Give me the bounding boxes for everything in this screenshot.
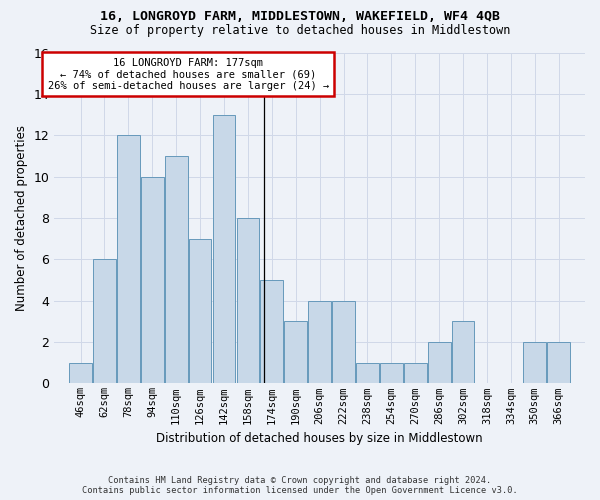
Bar [523, 342, 546, 384]
Bar [380, 362, 403, 384]
Y-axis label: Number of detached properties: Number of detached properties [15, 125, 28, 311]
Bar [308, 300, 331, 384]
Text: Size of property relative to detached houses in Middlestown: Size of property relative to detached ho… [90, 24, 510, 37]
Bar [212, 114, 235, 384]
Bar [260, 280, 283, 384]
Bar [69, 362, 92, 384]
Text: Contains HM Land Registry data © Crown copyright and database right 2024.
Contai: Contains HM Land Registry data © Crown c… [82, 476, 518, 495]
X-axis label: Distribution of detached houses by size in Middlestown: Distribution of detached houses by size … [157, 432, 483, 445]
Bar [117, 135, 140, 384]
Bar [141, 176, 164, 384]
Bar [236, 218, 259, 384]
Text: 16, LONGROYD FARM, MIDDLESTOWN, WAKEFIELD, WF4 4QB: 16, LONGROYD FARM, MIDDLESTOWN, WAKEFIEL… [100, 10, 500, 23]
Bar [165, 156, 188, 384]
Bar [284, 322, 307, 384]
Bar [428, 342, 451, 384]
Bar [404, 362, 427, 384]
Bar [452, 322, 475, 384]
Bar [93, 260, 116, 384]
Bar [356, 362, 379, 384]
Bar [332, 300, 355, 384]
Bar [547, 342, 570, 384]
Text: 16 LONGROYD FARM: 177sqm
← 74% of detached houses are smaller (69)
26% of semi-d: 16 LONGROYD FARM: 177sqm ← 74% of detach… [47, 58, 329, 91]
Bar [189, 238, 211, 384]
